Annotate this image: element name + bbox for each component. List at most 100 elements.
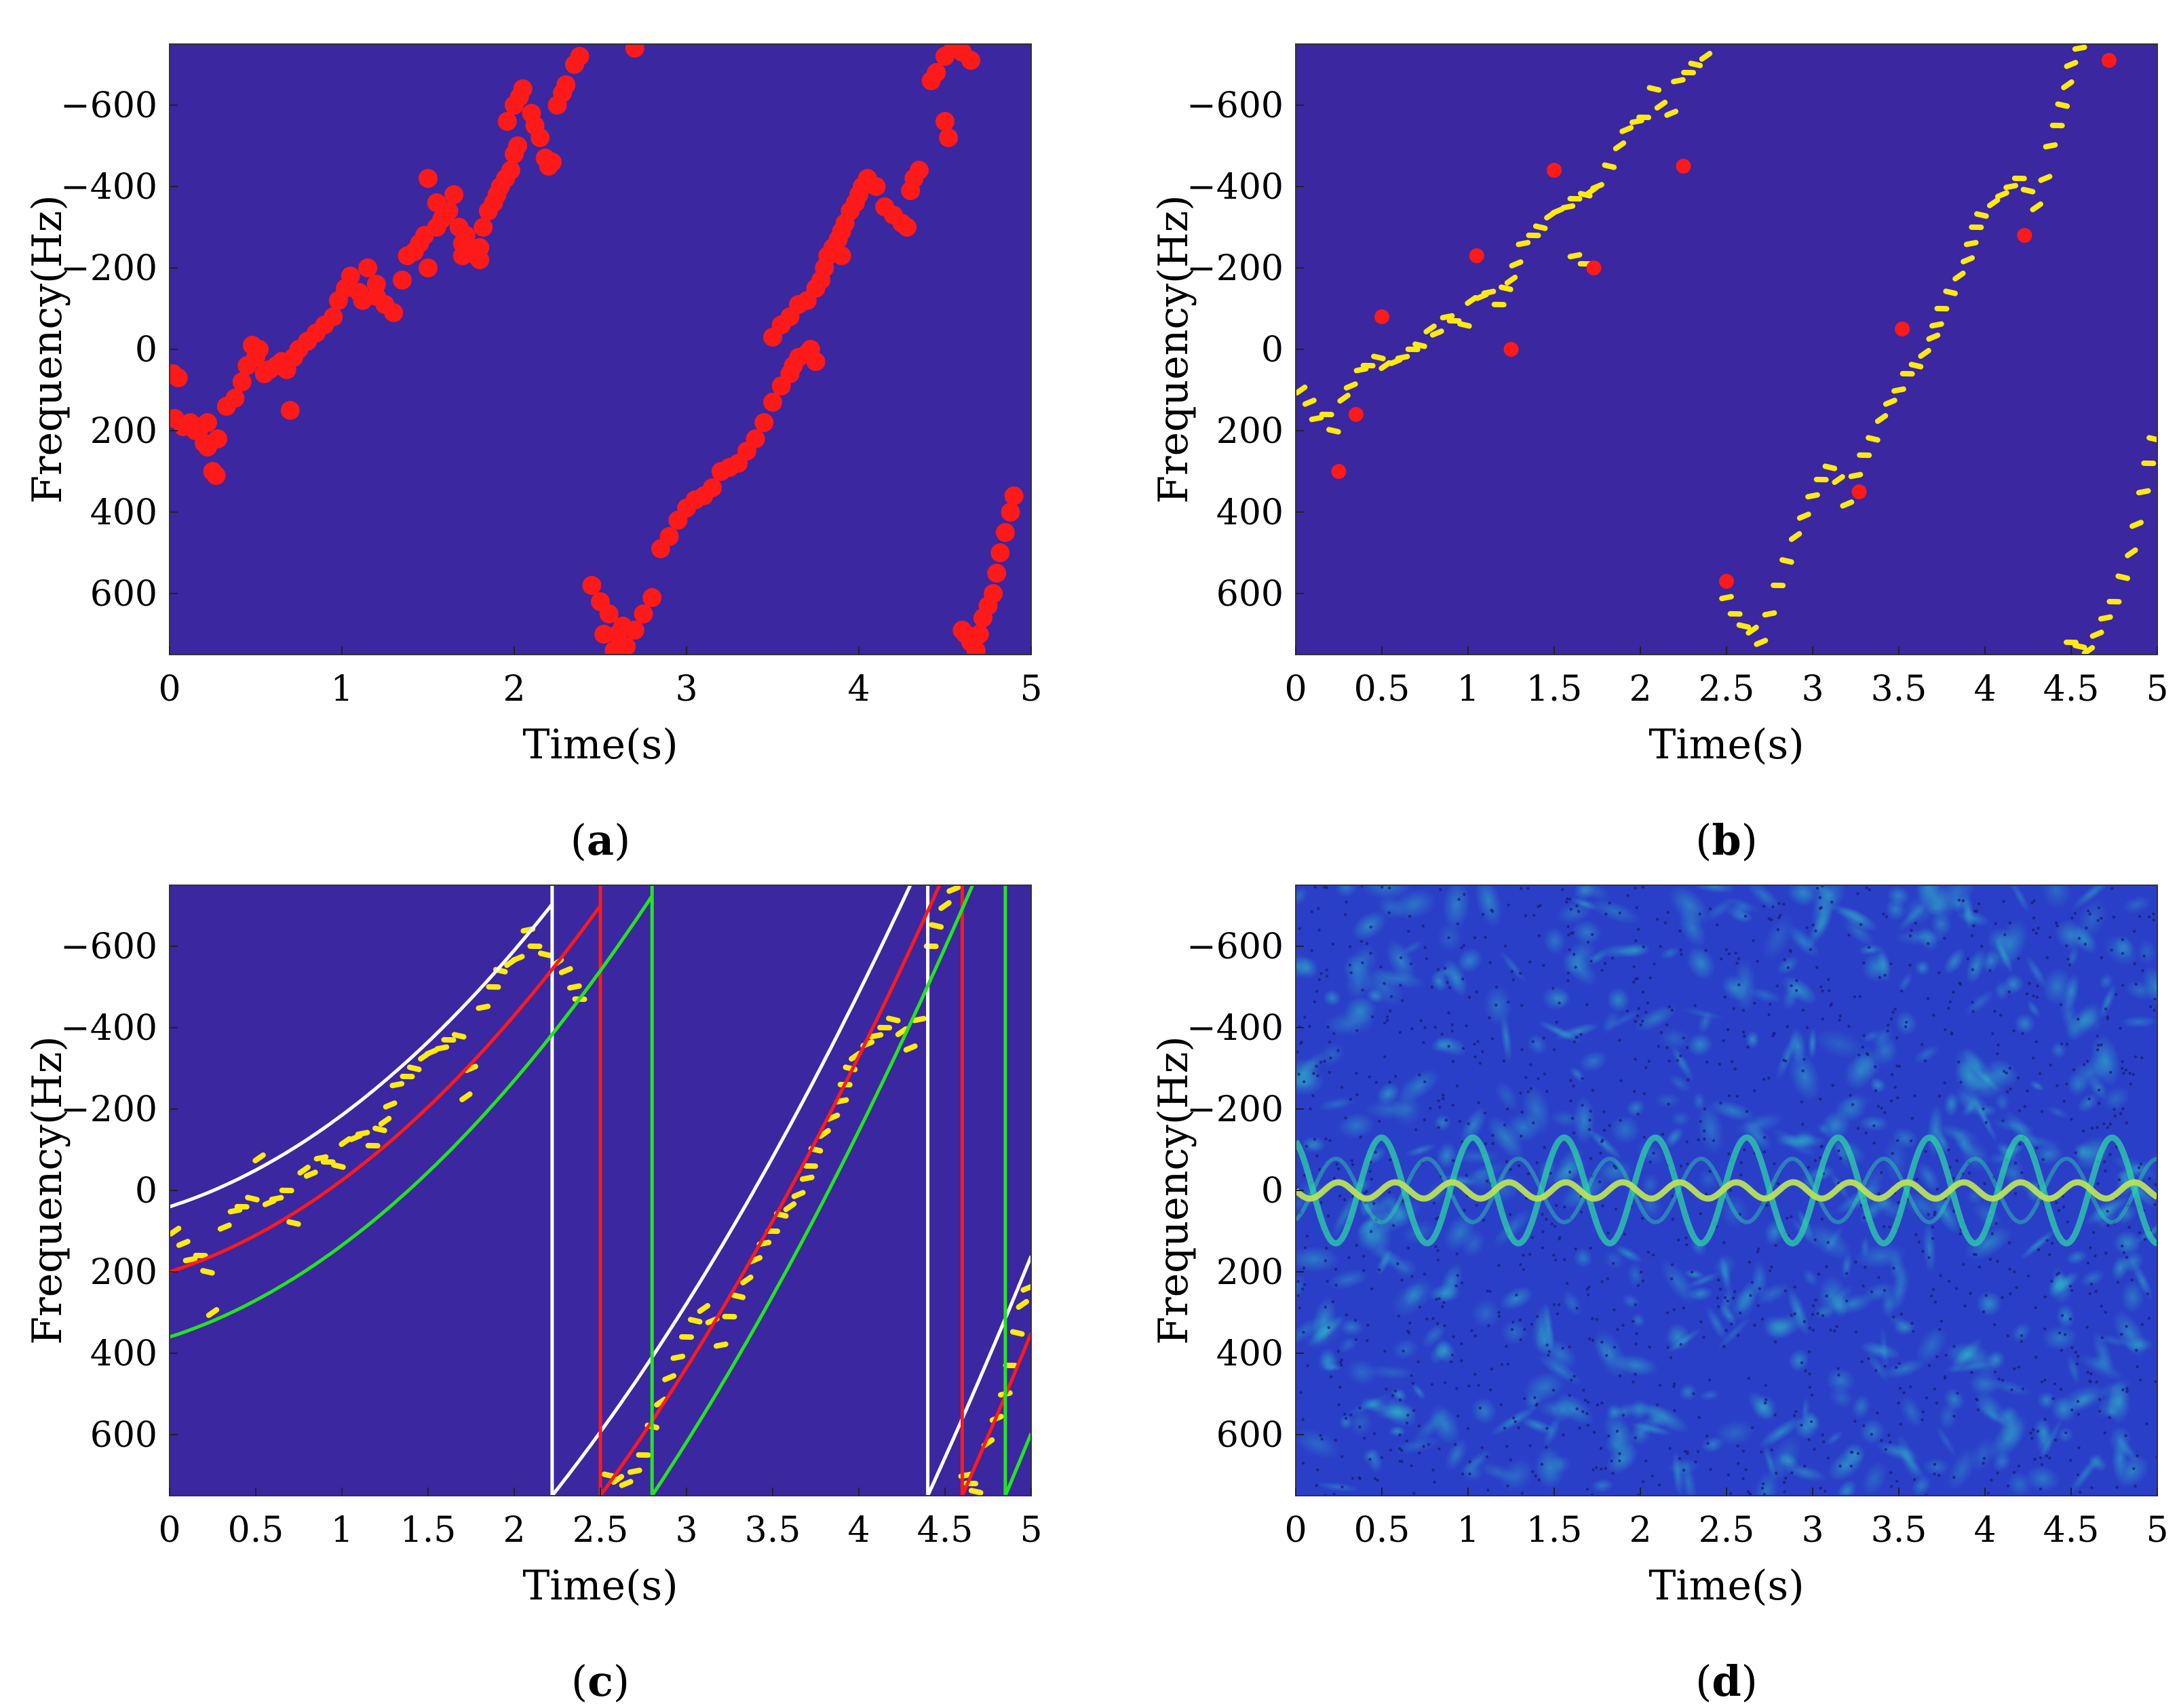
noise-dot xyxy=(2064,1431,2068,1435)
noise-dot xyxy=(1319,1434,1322,1437)
noise-dot xyxy=(1883,973,1887,977)
noise-dot xyxy=(1659,1031,1663,1034)
noise-dot xyxy=(1581,1389,1585,1392)
noise-blob xyxy=(1994,1092,2010,1112)
noise-dot xyxy=(1952,1177,1956,1180)
noise-blob xyxy=(1670,1045,1694,1081)
noise-dot xyxy=(2125,1390,2129,1393)
noise-dot xyxy=(1737,983,1741,987)
noise-blob xyxy=(1859,1418,1885,1445)
noise-dot xyxy=(1849,1464,1853,1468)
noise-dot xyxy=(1365,1190,1368,1193)
noise-dot xyxy=(1558,1001,1561,1005)
yellow-ridge-segment xyxy=(1900,370,1915,377)
noise-dot xyxy=(1752,1089,1756,1093)
noise-dot xyxy=(1534,1474,1537,1478)
noise-dot xyxy=(2121,1060,2124,1064)
noise-dot xyxy=(1952,1344,1956,1348)
noise-dot xyxy=(1719,1287,1722,1291)
noise-dot xyxy=(1807,1165,1811,1169)
noise-dot xyxy=(1585,1488,1589,1491)
caption-letter-d: d xyxy=(1712,1656,1741,1706)
noise-dot xyxy=(1596,1403,1600,1407)
noise-blob xyxy=(1490,1405,1537,1436)
noise-dot xyxy=(1786,1025,1789,1028)
noise-dot xyxy=(1606,1277,1609,1281)
noise-dot xyxy=(1632,1380,1635,1384)
noise-blob xyxy=(1872,1036,1898,1066)
yellow-ridge-segment xyxy=(679,1334,694,1340)
noise-blob xyxy=(1735,1112,1784,1136)
y-tick-label: −200 xyxy=(1187,248,1284,289)
noise-blob xyxy=(2121,1280,2144,1314)
noise-dot xyxy=(1389,994,1393,998)
x-tick-label: 2 xyxy=(503,1510,525,1551)
noise-blob xyxy=(2115,1204,2137,1225)
red-marker-point xyxy=(1469,248,1484,263)
noise-dot xyxy=(1552,1254,1556,1257)
noise-dot xyxy=(2039,1488,2043,1491)
noise-dot xyxy=(1800,1423,1803,1427)
noise-blob xyxy=(1897,901,1928,932)
noise-dot xyxy=(1331,1300,1335,1304)
noise-dot xyxy=(1921,1249,1925,1254)
noise-blob xyxy=(1851,1394,1871,1419)
noise-dot xyxy=(1618,1452,1621,1456)
noise-dot xyxy=(1902,1391,1906,1395)
noise-dot xyxy=(2098,1398,2102,1401)
noise-dot xyxy=(1313,885,1317,889)
noise-blob xyxy=(1976,1291,2002,1317)
noise-dot xyxy=(1581,1104,1584,1107)
red-detection-point xyxy=(806,352,826,371)
yellow-ridge-segment xyxy=(355,1129,370,1138)
noise-dot xyxy=(1334,1268,1338,1271)
noise-blob xyxy=(1573,1096,1596,1145)
noise-dot xyxy=(1723,1296,1727,1300)
noise-dot xyxy=(1845,1299,1849,1303)
noise-dot xyxy=(1589,1110,1592,1113)
noise-blob xyxy=(1323,989,1341,1007)
noise-blob xyxy=(2016,1134,2063,1150)
noise-blob xyxy=(1826,1367,1855,1394)
noise-blob xyxy=(1720,1195,1748,1228)
noise-dot xyxy=(1671,1195,1674,1198)
noise-blob xyxy=(1917,1161,1940,1193)
noise-dot xyxy=(1817,1273,1821,1276)
noise-blob xyxy=(1322,1363,1343,1372)
noise-dot xyxy=(1678,1457,1681,1460)
noise-dot xyxy=(1319,1201,1323,1204)
noise-dot xyxy=(1340,1363,1343,1367)
noise-dot xyxy=(1592,1468,1595,1471)
noise-blob xyxy=(1930,1191,1961,1235)
noise-dot xyxy=(2032,1428,2035,1431)
red-detection-point xyxy=(966,641,986,655)
noise-dot xyxy=(1537,934,1541,937)
noise-blob xyxy=(1349,1410,1372,1437)
yellow-ridge-segment xyxy=(217,1222,232,1232)
noise-dot xyxy=(2017,1464,2021,1468)
noise-dot xyxy=(1685,1243,1689,1247)
noise-dot xyxy=(1421,925,1425,928)
noise-dot xyxy=(1736,1444,1739,1448)
noise-dot xyxy=(1581,1076,1584,1081)
x-tick-label: 3.5 xyxy=(1871,669,1927,710)
caption-letter-c: c xyxy=(587,1656,613,1706)
noise-dot xyxy=(2127,1204,2130,1207)
noise-dot xyxy=(1481,1050,1484,1053)
yellow-ridge-segment xyxy=(1848,471,1864,480)
noise-dot xyxy=(1837,1373,1840,1377)
noise-dot xyxy=(1588,1119,1592,1122)
x-tick-label: 0 xyxy=(1284,1510,1307,1551)
noise-dot xyxy=(1385,1019,1389,1022)
noise-dot xyxy=(1771,905,1775,909)
noise-dot xyxy=(2045,1454,2049,1458)
noise-dot xyxy=(1589,959,1593,963)
noise-dot xyxy=(1708,1169,1712,1173)
red-detection-point xyxy=(927,63,946,82)
noise-dot xyxy=(2017,956,2020,960)
noise-dot xyxy=(1478,1406,1482,1410)
noise-dot xyxy=(2124,1068,2128,1072)
noise-blob xyxy=(1944,1388,1965,1412)
caption-c: (c) xyxy=(571,1656,630,1706)
noise-dot xyxy=(1448,986,1452,990)
